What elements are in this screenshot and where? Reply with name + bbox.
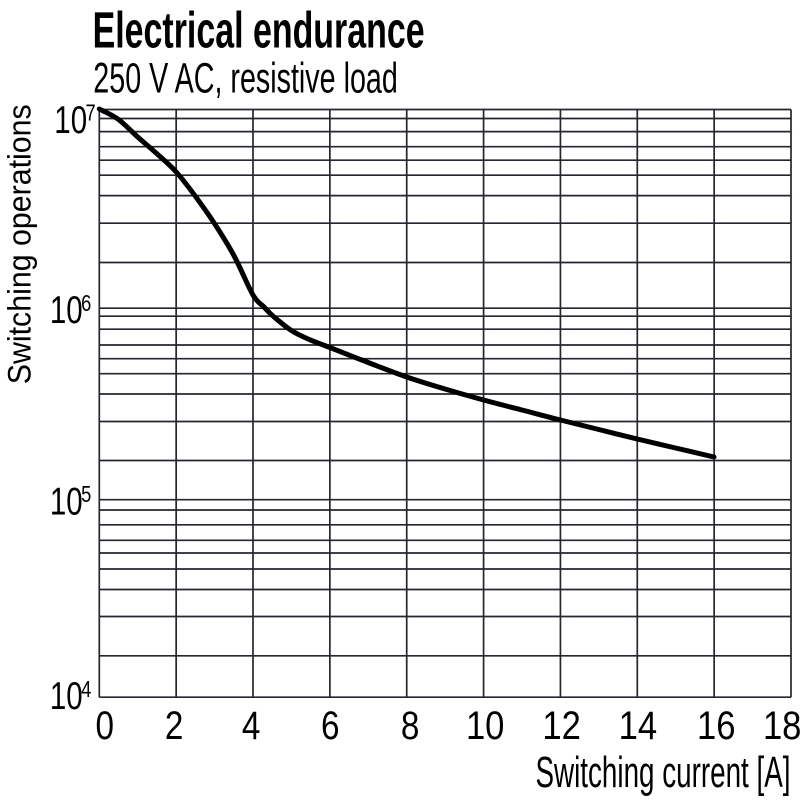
svg-text:Electrical endurance: Electrical endurance <box>93 1 425 58</box>
svg-text:12: 12 <box>542 704 581 748</box>
svg-text:10: 10 <box>50 289 83 332</box>
svg-text:10: 10 <box>54 99 87 142</box>
svg-text:7: 7 <box>86 101 96 127</box>
svg-text:5: 5 <box>81 482 91 508</box>
svg-text:8: 8 <box>401 704 420 748</box>
svg-text:18: 18 <box>763 704 800 748</box>
svg-text:6: 6 <box>321 704 340 748</box>
svg-text:Switching current [A]: Switching current [A] <box>536 748 791 797</box>
svg-text:Switching operations: Switching operations <box>2 104 38 384</box>
svg-text:4: 4 <box>81 677 91 703</box>
svg-text:2: 2 <box>165 704 184 748</box>
svg-text:4: 4 <box>242 704 261 748</box>
svg-text:6: 6 <box>81 291 91 317</box>
svg-text:0: 0 <box>96 704 115 748</box>
svg-text:10: 10 <box>466 704 505 748</box>
svg-text:14: 14 <box>619 704 658 748</box>
svg-text:250 V AC, resistive load: 250 V AC, resistive load <box>93 55 398 102</box>
svg-text:16: 16 <box>697 704 736 748</box>
svg-text:10: 10 <box>50 480 83 523</box>
svg-text:10: 10 <box>50 675 83 718</box>
